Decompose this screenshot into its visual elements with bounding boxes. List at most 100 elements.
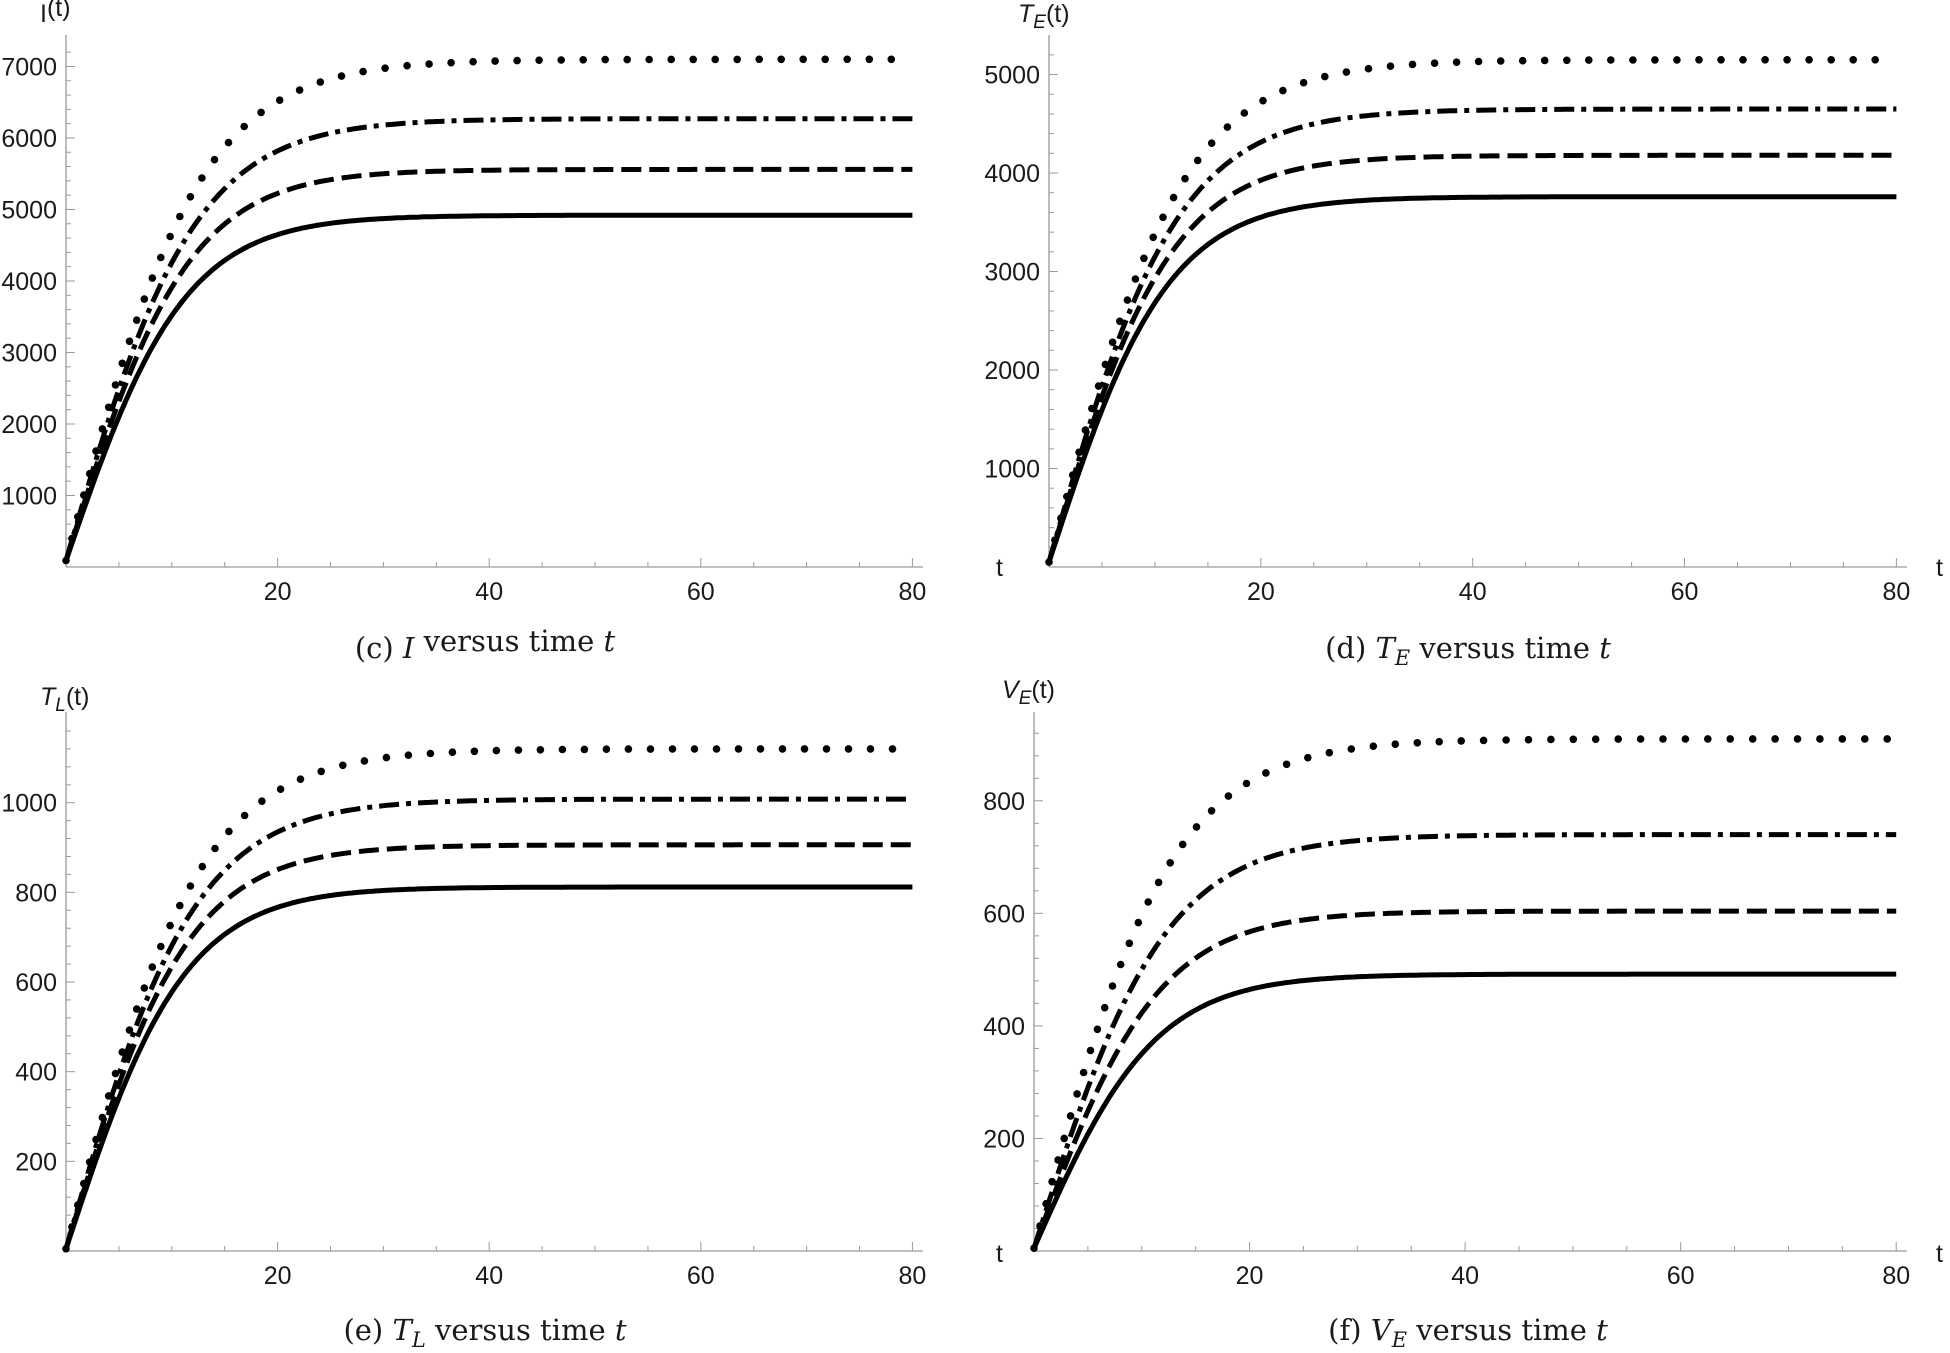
series-dot <box>1036 1222 1044 1230</box>
series-dot <box>1793 735 1802 743</box>
series-dot <box>132 1005 141 1013</box>
series-dot <box>1457 737 1465 745</box>
series-line-dash-dot <box>1046 106 1897 563</box>
series-dot <box>1681 735 1690 743</box>
series-line-dash-dot <box>63 796 913 1250</box>
series-dot <box>257 108 265 117</box>
series-dot <box>98 1113 107 1122</box>
x-tick-label: 20 <box>1247 578 1275 606</box>
series-dot <box>426 749 435 758</box>
series-dot <box>1614 735 1622 743</box>
x-axis-title: t <box>1936 554 1943 582</box>
series-dot <box>1073 1090 1081 1098</box>
series-dot <box>74 1201 82 1209</box>
series-dot <box>491 57 499 65</box>
series-dot <box>1748 735 1757 743</box>
series-dot <box>645 55 653 64</box>
series-dot <box>1051 536 1059 544</box>
series-dot <box>1502 736 1510 744</box>
series-dot <box>690 745 699 753</box>
series-dot <box>1430 59 1439 67</box>
series-dot <box>1081 426 1090 434</box>
series-dot <box>557 56 565 64</box>
x-tick-label: 60 <box>1671 578 1699 606</box>
y-tick-label: 200 <box>15 1148 57 1176</box>
panel-caption: (c) I versus time t <box>355 624 616 665</box>
series-dot <box>382 753 391 762</box>
y-tick-label: 2000 <box>984 357 1040 385</box>
series-dot <box>1364 64 1373 73</box>
y-tick-label: 400 <box>15 1059 57 1087</box>
series-dot <box>1408 60 1417 69</box>
series-dot <box>843 55 851 64</box>
y-axis-title: I(t) <box>40 0 71 28</box>
series-dot <box>1496 57 1505 65</box>
series-dot <box>1101 360 1110 369</box>
x-tick-label: 60 <box>687 578 715 606</box>
x-tick-label: 20 <box>264 1262 292 1290</box>
x-axis-title: t <box>996 1240 1003 1268</box>
series-dot <box>1739 56 1747 64</box>
series-dot <box>822 745 831 753</box>
series-dot <box>448 748 457 756</box>
series-dot <box>403 61 411 70</box>
series-dot <box>1100 1003 1109 1012</box>
series-dot <box>1193 156 1202 165</box>
series-dot <box>1479 736 1488 745</box>
series-dot <box>1134 918 1143 927</box>
series-dot <box>1659 735 1667 743</box>
series-dot <box>186 193 195 201</box>
series-dot <box>1524 735 1533 744</box>
series-dot <box>1435 737 1443 746</box>
series-dot <box>1838 735 1847 743</box>
series-line-dash-dot <box>1031 832 1897 1249</box>
series-dot <box>1149 233 1157 242</box>
series-dot <box>821 55 829 64</box>
series-dot <box>1079 1068 1088 1077</box>
series-dot <box>104 1092 113 1100</box>
series-dot <box>1452 58 1461 66</box>
series-dot <box>98 425 107 433</box>
series-dot <box>865 55 874 64</box>
series-dot <box>1636 735 1645 743</box>
series-dot <box>1726 735 1734 743</box>
series-dot <box>276 785 285 793</box>
y-axis-title: TE(t) <box>1018 0 1070 33</box>
series-dot <box>80 1179 88 1188</box>
series-dot <box>62 1244 70 1253</box>
x-tick-label: 40 <box>1451 1262 1479 1290</box>
series-line-solid <box>1031 971 1897 1250</box>
series-dot <box>1871 56 1879 64</box>
series-dot <box>1585 56 1593 64</box>
series-dot <box>224 138 233 147</box>
series-dot <box>1159 213 1167 222</box>
series-dot <box>1805 56 1813 64</box>
x-tick-label: 20 <box>1236 1262 1264 1290</box>
series-dot <box>734 745 743 753</box>
series-dot <box>404 751 413 759</box>
panel-caption: (f) VE versus time t <box>1328 1313 1608 1352</box>
series-dot <box>68 534 76 543</box>
series-dot <box>1629 56 1637 64</box>
series-dot <box>646 745 655 753</box>
series-dot <box>1563 56 1571 65</box>
series-dot <box>211 844 219 853</box>
series-dot <box>85 1158 94 1166</box>
panel-caption: (d) TE versus time t <box>1325 631 1611 670</box>
series-dot <box>1154 878 1163 887</box>
series-dot <box>1240 109 1249 117</box>
series-dot <box>1060 1134 1068 1143</box>
series-dot <box>1116 317 1124 326</box>
series-dot <box>1108 982 1117 990</box>
series-dot <box>258 797 266 805</box>
series-dot <box>447 58 455 67</box>
series-dot <box>1704 735 1712 743</box>
series-dot <box>778 745 787 753</box>
series-line-dashed <box>1031 908 1897 1250</box>
series-dot <box>140 295 149 303</box>
series-dot <box>1321 72 1329 81</box>
series-dot <box>689 55 697 64</box>
series-dot <box>1673 56 1681 64</box>
series-dot <box>1057 514 1065 522</box>
x-tick-label: 40 <box>475 578 503 606</box>
